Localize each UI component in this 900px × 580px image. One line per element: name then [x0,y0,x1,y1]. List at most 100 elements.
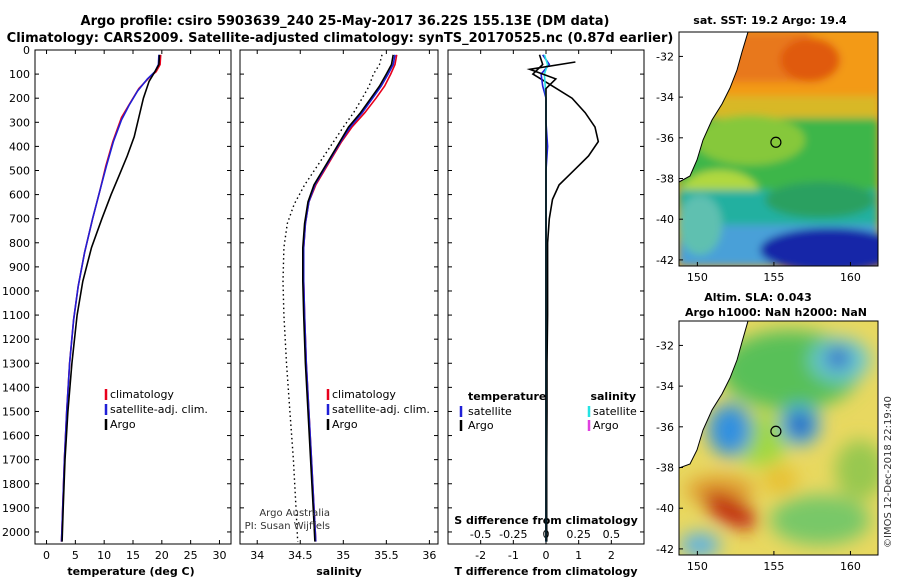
depth-tick-label-7: 700 [9,213,30,226]
s-diff-tick-label-1: -0.25 [499,528,527,541]
sla-map-frame [678,320,879,556]
legend-label-argo: Argo [110,418,136,431]
legend-title-salinity: salinity [590,390,636,403]
x-tick-label-4: 36 [422,549,436,562]
depth-tick-label-11: 1100 [2,309,30,322]
x-tick-label-1: 5 [72,549,79,562]
sst-argo-location-marker [770,136,782,148]
lat-tick-label-4: -40 [656,502,674,515]
s-diff-tick-label-0: -0.5 [470,528,491,541]
lon-tick-label-2: 160 [840,560,861,573]
lat-tick-label-2: -36 [656,132,674,145]
legend-label-satellite-adj-clim: satellite-adj. clim. [110,403,208,416]
depth-tick-label-6: 600 [9,189,30,202]
s-diff-tick-label-4: 0.5 [603,528,621,541]
salinity-tick-labels: 34 34.5 35 35.5 36 [240,49,438,562]
series-line-argo-dotted [282,54,383,542]
series-line-argo [61,54,161,542]
series-line-argo [302,54,394,542]
sla-map: Altim. SLA: 0.043 Argo h1000: NaN h2000:… [656,291,879,573]
legend-label-argo: Argo [332,418,358,431]
legend-label-t-satellite: satellite [468,405,512,418]
s-diff-tick-label-3: 0.25 [566,528,591,541]
lat-tick-label-5: -42 [656,254,674,267]
depth-tick-label-2: 200 [9,92,30,105]
depth-tick-label-9: 900 [9,261,30,274]
x-tick-label-4: 20 [155,549,169,562]
salinity-legend: climatology satellite-adj. clim. Argo [326,388,430,431]
lon-tick-label-2: 160 [840,271,861,284]
salinity-xlabel: salinity [316,565,362,578]
title-line2: Climatology: CARS2009. Satellite-adjuste… [7,31,674,46]
lon-tick-label-0: 150 [687,560,708,573]
lat-tick-label-1: -34 [656,380,674,393]
depth-tick-labels: 0 100 200 300 400 500 600 700 800 900 1000 1100 1200… [2,44,30,539]
sla-argo-location-marker [770,425,782,437]
legend-label-s-argo: Argo [593,419,619,432]
depth-tick-label-12: 1200 [2,333,30,346]
imos-watermark: ©IMOS 12-Dec-2018 22:19:40 [883,396,894,548]
sst-map-frame [678,31,879,267]
legend-label-climatology: climatology [332,388,396,401]
lat-tick-label-5: -42 [656,543,674,556]
lat-tick-label-0: -32 [656,50,674,63]
temperature-tick-labels: 0 5 10 15 20 25 30 [35,49,231,562]
legend-label-s-satellite: satellite [593,405,637,418]
temperature-series [60,54,162,542]
depth-tick-label-15: 1500 [2,405,30,418]
title-line1: Argo profile: csiro 5903639_240 25-May-2… [81,14,610,29]
temperature-legend: climatology satellite-adj. clim. Argo [104,388,208,431]
x-tick-label-0: 34 [250,549,264,562]
x-tick-label-6: 30 [212,549,226,562]
sla-lat-ticks: -32 -34 -36 -38 -40 -42 [656,339,683,556]
lat-tick-label-0: -32 [656,339,674,352]
x-tick-label-2: 0 [543,549,550,562]
salinity-series [282,54,398,542]
sla-map-subtitle: Argo h1000: NaN h2000: NaN [685,306,867,319]
depth-tick-label-19: 1900 [2,502,30,515]
depth-tick-label-13: 1300 [2,357,30,370]
sst-lat-ticks: -32 -34 -36 -38 -40 -42 [656,50,683,267]
lat-tick-label-3: -38 [656,173,674,186]
lon-tick-label-1: 155 [763,271,784,284]
lon-tick-label-0: 150 [687,271,708,284]
sst-coastline [679,32,749,183]
lat-tick-label-4: -40 [656,213,674,226]
x-tick-label-0: -2 [475,549,486,562]
difference-xlabel: T difference from climatology [454,565,637,578]
depth-tick-label-10: 1000 [2,285,30,298]
x-tick-label-5: 25 [184,549,198,562]
temperature-xlabel: temperature (deg C) [67,565,194,578]
x-tick-label-2: 35 [336,549,350,562]
depth-tick-label-20: 2000 [2,526,30,539]
sst-map-title: sat. SST: 19.2 Argo: 19.4 [693,14,847,27]
lat-tick-label-1: -34 [656,91,674,104]
difference-series [526,54,600,542]
series-line-s-argo [526,61,576,542]
temperature-panel: temperature (deg C) 01002003004005006007… [2,44,232,578]
x-tick-label-3: 15 [126,549,140,562]
x-tick-label-2: 10 [97,549,111,562]
annotation-pi: PI: Susan Wijffels [245,521,330,532]
salinity-panel: salinity 34 34.5 35 35.5 36 climatology satel… [239,49,439,578]
legend-label-t-argo: Argo [468,419,494,432]
difference-tick-labels: -2 -1 0 1 2 [448,49,644,562]
legend-label-climatology: climatology [110,388,174,401]
salinity-axes-frame [239,49,439,545]
lon-tick-label-1: 155 [763,560,784,573]
legend-label-satellite-adj-clim: satellite-adj. clim. [332,403,430,416]
x-tick-label-1: 34.5 [288,549,313,562]
x-tick-label-1: -1 [508,549,519,562]
sla-lon-ticks: 150 155 160 [687,551,861,573]
x-tick-label-4: 2 [608,549,615,562]
x-tick-label-3: 1 [575,549,582,562]
sla-map-title: Altim. SLA: 0.043 [704,291,811,304]
depth-tick-label-5: 500 [9,164,30,177]
x-tick-label-0: 0 [43,549,50,562]
difference-legend: temperaturesatelliteArgosalinitysatellit… [459,390,637,432]
lat-tick-label-3: -38 [656,462,674,475]
depth-tick-label-0: 0 [23,44,30,57]
depth-tick-label-18: 1800 [2,478,30,491]
depth-tick-label-17: 1700 [2,454,30,467]
